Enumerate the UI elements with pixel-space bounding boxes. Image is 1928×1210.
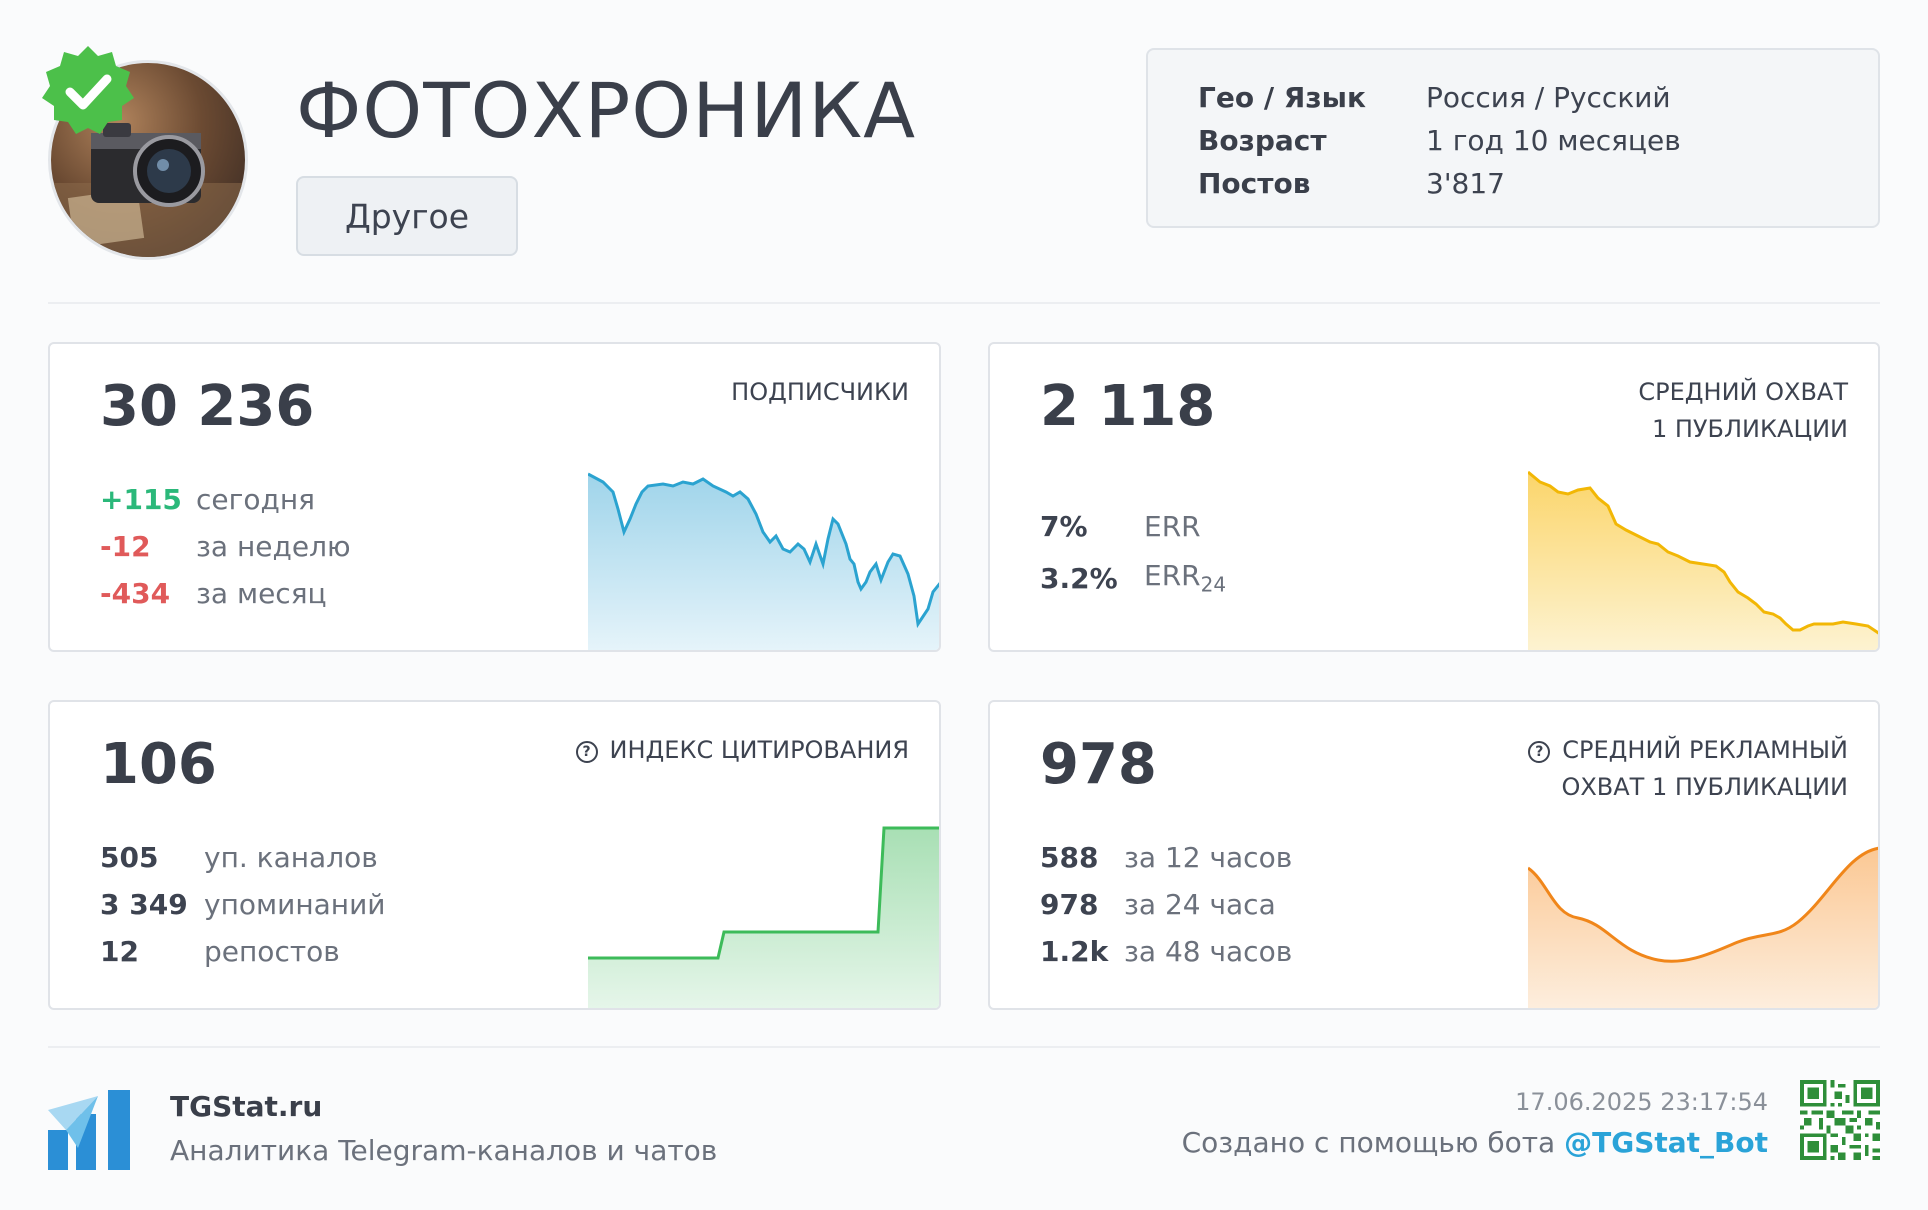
stat-number: 7% bbox=[1040, 509, 1088, 543]
info-key: Постов bbox=[1198, 167, 1311, 200]
stat-row-month: -434 за месяц bbox=[100, 570, 351, 617]
ad-reach-value: 978 bbox=[1040, 732, 1157, 797]
stat-number: -434 bbox=[100, 577, 171, 610]
stat-label: за 24 часа bbox=[1124, 888, 1276, 921]
ad-reach-sparkline bbox=[1528, 846, 1878, 1008]
info-row-geo: Гео / Язык Россия / Русский bbox=[1198, 76, 1878, 119]
info-value: Россия / Русский bbox=[1426, 81, 1671, 114]
info-value: 1 год 10 месяцев bbox=[1426, 124, 1681, 157]
stat-label: ERR24 bbox=[1144, 559, 1226, 597]
stat-row-err: 7% ERR bbox=[1040, 500, 1226, 552]
generated-timestamp: 17.06.2025 23:17:54 bbox=[1515, 1088, 1768, 1116]
channel-info-box: Гео / Язык Россия / Русский Возраст 1 го… bbox=[1146, 48, 1880, 228]
stat-row-12h: 588 за 12 часов bbox=[1040, 834, 1292, 881]
label-text: ИНДЕКС ЦИТИРОВАНИЯ bbox=[609, 736, 909, 764]
stat-number: -12 bbox=[100, 530, 151, 563]
tgstat-logo-icon bbox=[48, 1090, 130, 1170]
stat-number: 3 349 bbox=[100, 888, 188, 921]
avg-reach-card: 2 118 СРЕДНИЙ ОХВАТ 1 ПУБЛИКАЦИИ 7% ERR … bbox=[988, 342, 1880, 652]
bot-link[interactable]: @TGStat_Bot bbox=[1564, 1126, 1768, 1159]
stat-label: за 12 часов bbox=[1124, 841, 1293, 874]
err-stats: 7% ERR 3.2% ERR24 bbox=[1040, 500, 1226, 604]
stat-label: ERR bbox=[1144, 509, 1201, 543]
stat-row-48h: 1.2k за 48 часов bbox=[1040, 928, 1292, 975]
subscribers-card: 30 236 ПОДПИСЧИКИ +115 сегодня -12 за не… bbox=[48, 342, 941, 652]
stat-number: 505 bbox=[100, 841, 159, 874]
label-text: СРЕДНИЙ РЕКЛАМНЫЙ bbox=[1562, 736, 1848, 764]
subscribers-sparkline bbox=[588, 472, 939, 650]
channel-avatar bbox=[48, 60, 248, 260]
divider bbox=[48, 302, 1880, 304]
info-key: Возраст bbox=[1198, 124, 1327, 157]
ad-reach-label: ? СРЕДНИЙ РЕКЛАМНЫЙ ОХВАТ 1 ПУБЛИКАЦИИ bbox=[1528, 732, 1848, 806]
info-row-posts: Постов 3'817 bbox=[1198, 162, 1878, 205]
stat-number: 3.2% bbox=[1040, 561, 1118, 595]
label-line: ОХВАТ 1 ПУБЛИКАЦИИ bbox=[1561, 773, 1848, 801]
subscribers-label: ПОДПИСЧИКИ bbox=[731, 378, 909, 406]
stat-number: +115 bbox=[100, 483, 182, 516]
ad-reach-stats: 588 за 12 часов 978 за 24 часа 1.2k за 4… bbox=[1040, 834, 1292, 975]
avg-reach-value: 2 118 bbox=[1040, 374, 1216, 439]
stat-row-err24: 3.2% ERR24 bbox=[1040, 552, 1226, 604]
category-tag[interactable]: Другое bbox=[296, 176, 518, 256]
err-subscript: 24 bbox=[1200, 572, 1227, 597]
ad-reach-card: 978 ? СРЕДНИЙ РЕКЛАМНЫЙ ОХВАТ 1 ПУБЛИКАЦИ… bbox=[988, 700, 1880, 1010]
brand-name[interactable]: TGStat.ru bbox=[170, 1090, 323, 1123]
stat-number: 588 bbox=[1040, 841, 1099, 874]
created-by: Создано с помощью бота @TGStat_Bot bbox=[1182, 1126, 1768, 1159]
info-value: 3'817 bbox=[1426, 167, 1505, 200]
stat-label: уп. каналов bbox=[204, 841, 378, 874]
stat-label: репостов bbox=[204, 935, 340, 968]
stat-number: 12 bbox=[100, 935, 139, 968]
avg-reach-sparkline bbox=[1528, 470, 1878, 650]
err-label: ERR bbox=[1144, 559, 1201, 593]
label-line: СРЕДНИЙ ОХВАТ bbox=[1638, 378, 1848, 406]
label-line: ? СРЕДНИЙ РЕКЛАМНЫЙ bbox=[1528, 732, 1848, 769]
help-circle-icon[interactable]: ? bbox=[575, 741, 598, 763]
stat-label: за неделю bbox=[196, 530, 351, 563]
created-prefix: Создано с помощью бота bbox=[1181, 1126, 1556, 1159]
avg-reach-label: СРЕДНИЙ ОХВАТ 1 ПУБЛИКАЦИИ bbox=[1638, 374, 1848, 448]
brand-tagline: Аналитика Telegram-каналов и чатов bbox=[170, 1134, 718, 1167]
qr-code-icon bbox=[1800, 1080, 1880, 1160]
channel-title: ФОТОХРОНИКА bbox=[296, 66, 917, 155]
info-key: Гео / Язык bbox=[1198, 81, 1366, 114]
stat-row-24h: 978 за 24 часа bbox=[1040, 881, 1292, 928]
stat-label: за 48 часов bbox=[1124, 935, 1293, 968]
citation-stats: 505 уп. каналов 3 349 упоминаний 12 репо… bbox=[100, 834, 386, 975]
stat-row-today: +115 сегодня bbox=[100, 476, 351, 523]
citation-index-label: ? ИНДЕКС ЦИТИРОВАНИЯ bbox=[575, 732, 909, 769]
stat-number: 1.2k bbox=[1040, 935, 1109, 968]
divider bbox=[48, 1046, 1880, 1048]
stat-row-reposts: 12 репостов bbox=[100, 928, 386, 975]
stat-row-mentions: 3 349 упоминаний bbox=[100, 881, 386, 928]
citation-index-card: 106 ? ИНДЕКС ЦИТИРОВАНИЯ 505 уп. каналов … bbox=[48, 700, 941, 1010]
verified-badge-icon bbox=[42, 46, 134, 134]
info-row-age: Возраст 1 год 10 месяцев bbox=[1198, 119, 1878, 162]
label-line: 1 ПУБЛИКАЦИИ bbox=[1651, 415, 1848, 443]
stat-number: 978 bbox=[1040, 888, 1099, 921]
citation-index-value: 106 bbox=[100, 732, 217, 797]
help-circle-icon[interactable]: ? bbox=[1528, 741, 1551, 763]
stat-row-channels: 505 уп. каналов bbox=[100, 834, 386, 881]
stat-label: упоминаний bbox=[204, 888, 386, 921]
stat-label: сегодня bbox=[196, 483, 315, 516]
stat-row-week: -12 за неделю bbox=[100, 523, 351, 570]
subscribers-stats: +115 сегодня -12 за неделю -434 за месяц bbox=[100, 476, 351, 617]
stat-label: за месяц bbox=[196, 577, 327, 610]
subscribers-value: 30 236 bbox=[100, 374, 315, 439]
citation-index-sparkline bbox=[588, 826, 939, 1008]
